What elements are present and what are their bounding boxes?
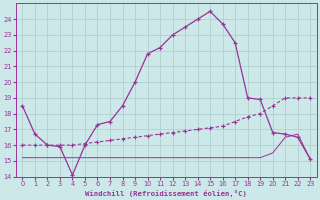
X-axis label: Windchill (Refroidissement éolien,°C): Windchill (Refroidissement éolien,°C) — [85, 190, 247, 197]
